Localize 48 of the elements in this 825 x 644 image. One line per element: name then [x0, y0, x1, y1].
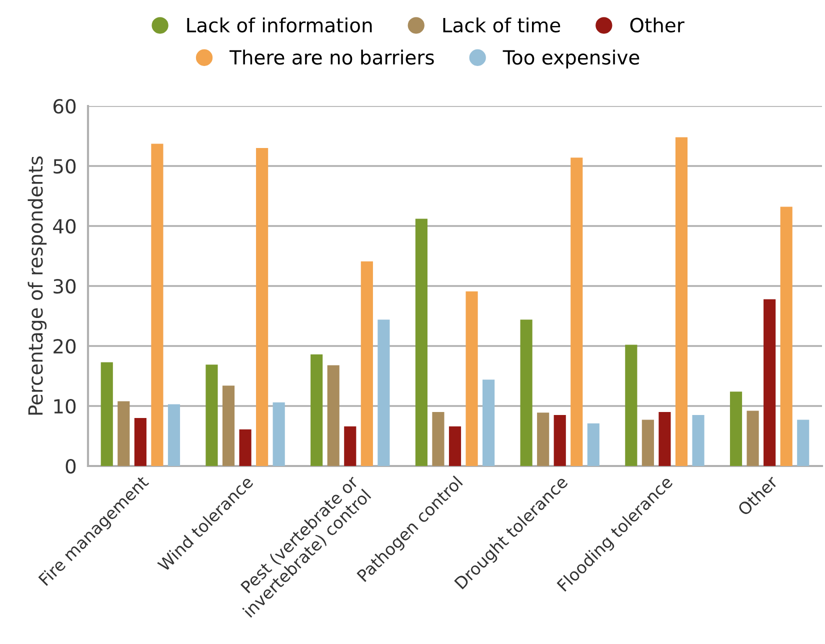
bar: [151, 144, 164, 466]
bar: [746, 410, 759, 466]
bar: [780, 206, 792, 466]
bar: [692, 415, 704, 466]
bar: [222, 386, 235, 466]
bar: [378, 320, 390, 466]
y-tick-label: 50: [54, 158, 76, 174]
bar: [520, 320, 532, 466]
bar: [272, 402, 285, 466]
bar: [642, 420, 654, 466]
bar: [327, 365, 340, 466]
y-tick-label: 60: [54, 98, 76, 114]
bar: [570, 158, 583, 466]
y-tick-label: 30: [54, 278, 76, 294]
legend-label: Other: [630, 17, 684, 32]
bar: [466, 291, 478, 466]
bar: [310, 354, 323, 466]
bar: [168, 404, 180, 466]
bar: [100, 362, 113, 466]
bar: [658, 412, 671, 466]
legend-label: Lack of time: [443, 17, 560, 32]
bar: [587, 423, 600, 466]
bar: [448, 426, 462, 466]
bar: [256, 148, 268, 466]
bar: [134, 418, 146, 466]
bar: [764, 299, 776, 466]
y-axis-title: Percentage of respondents: [28, 156, 47, 415]
bar: [730, 392, 742, 466]
bar: [239, 429, 252, 466]
y-tick-label: 20: [54, 338, 76, 354]
y-tick-label: 40: [53, 218, 76, 234]
bar: [797, 420, 810, 466]
legend-label: Lack of information: [187, 17, 372, 32]
y-tick-label: 0: [66, 458, 76, 474]
bar: [360, 261, 373, 466]
bar: [625, 344, 638, 466]
legend-label: There are no barriers: [229, 50, 434, 65]
bar: [432, 412, 444, 466]
bar: [537, 412, 550, 466]
bar: [206, 364, 218, 466]
bar: [415, 218, 428, 466]
bar: [554, 415, 566, 466]
bar: [675, 137, 688, 466]
y-tick-label: 10: [54, 398, 76, 414]
bar: [118, 401, 130, 466]
bar: [482, 380, 495, 466]
bar: [344, 426, 356, 466]
legend-label: Too expensive: [502, 50, 640, 68]
